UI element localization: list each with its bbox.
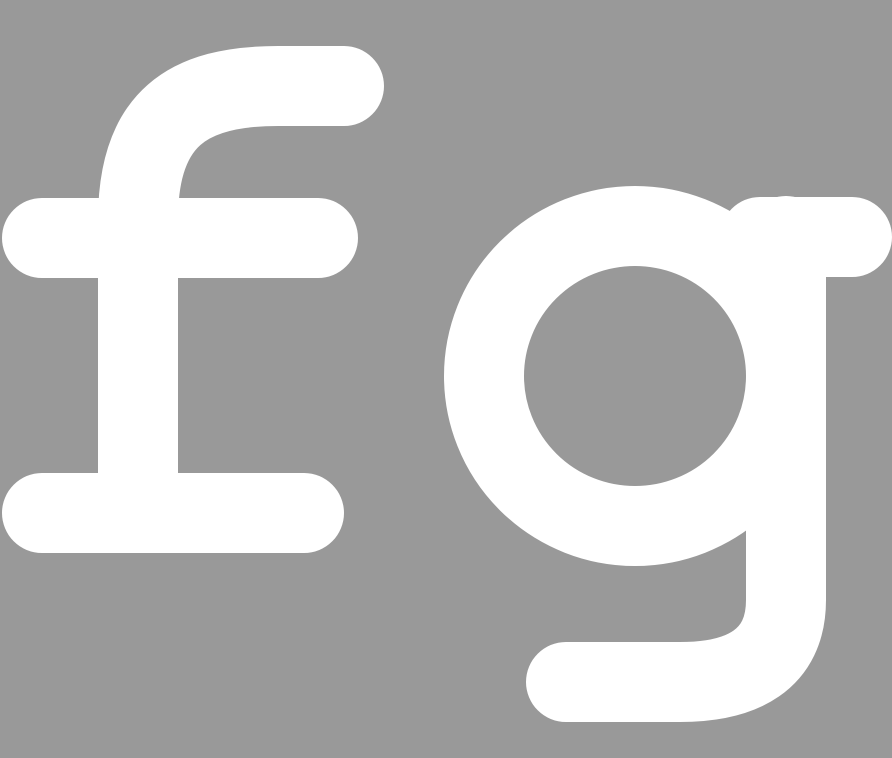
letter-g-stem	[526, 196, 826, 722]
letter-f-stem	[98, 46, 384, 552]
letter-g	[444, 186, 892, 722]
letter-f	[2, 46, 384, 553]
